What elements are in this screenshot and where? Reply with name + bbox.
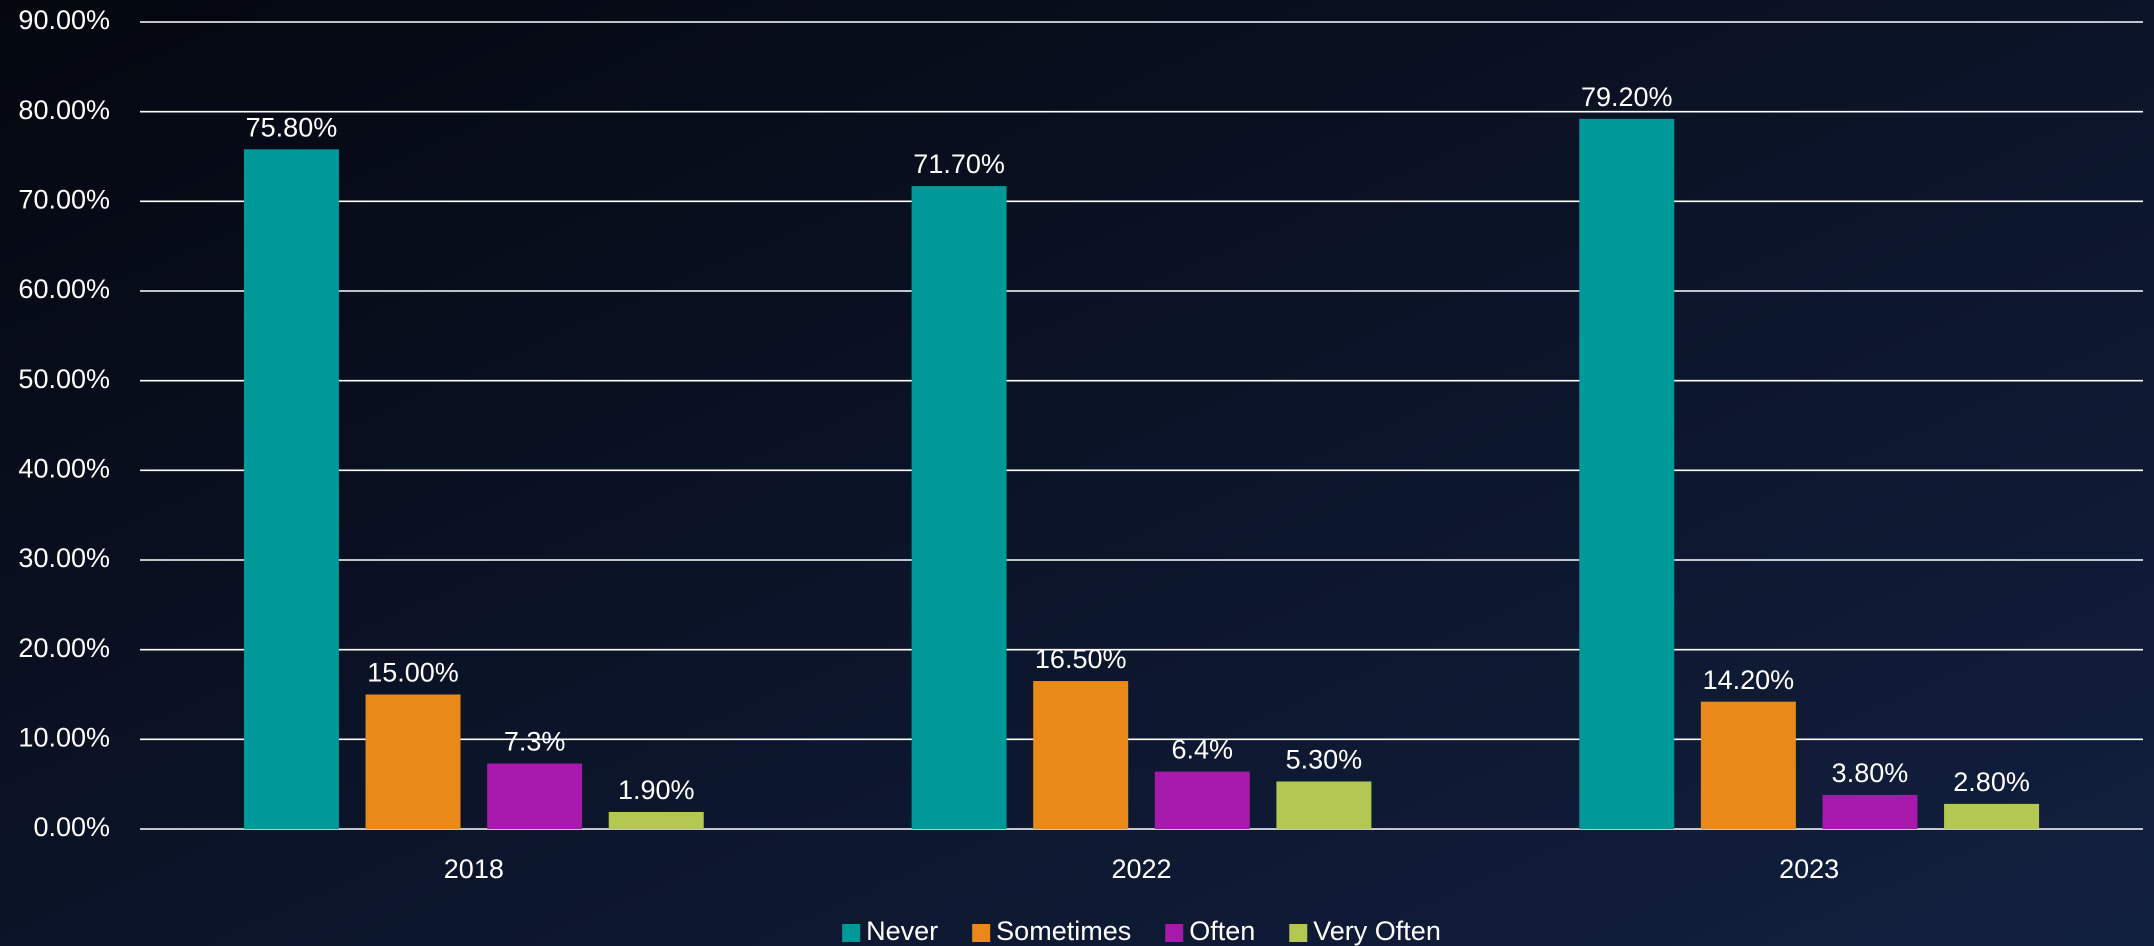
bar	[1579, 118, 1675, 830]
bar	[1033, 681, 1129, 829]
data-label: 1.90%	[618, 775, 695, 805]
x-tick-label: 2022	[1111, 854, 1171, 884]
y-tick-label: 40.00%	[18, 453, 110, 483]
bar	[487, 763, 583, 829]
bar	[1822, 794, 1918, 829]
y-tick-label: 60.00%	[18, 274, 110, 304]
data-label: 15.00%	[367, 658, 459, 688]
legend-swatch	[842, 924, 861, 942]
data-label: 6.4%	[1172, 735, 1234, 765]
y-tick-label: 0.00%	[33, 812, 110, 842]
bar	[365, 694, 461, 829]
bar	[243, 149, 339, 829]
bar	[911, 186, 1007, 830]
legend-label: Very Often	[1313, 916, 1441, 946]
y-tick-label: 30.00%	[18, 543, 110, 573]
data-label: 75.80%	[246, 112, 338, 142]
y-tick-label: 10.00%	[18, 722, 110, 752]
x-tick-label: 2023	[1779, 854, 1839, 884]
y-tick-label: 80.00%	[18, 95, 110, 125]
y-tick-label: 20.00%	[18, 633, 110, 663]
legend-label: Sometimes	[996, 916, 1131, 946]
bar	[608, 811, 704, 829]
bar	[1276, 781, 1372, 829]
data-label: 3.80%	[1832, 758, 1909, 788]
data-label: 2.80%	[1953, 767, 2030, 797]
legend-label: Often	[1189, 916, 1255, 946]
bar	[1154, 771, 1250, 829]
data-label: 16.50%	[1035, 644, 1127, 674]
bar	[1944, 803, 2040, 829]
legend-swatch	[1289, 924, 1308, 942]
y-tick-label: 70.00%	[18, 184, 110, 214]
x-tick-label: 2018	[444, 854, 504, 884]
y-tick-label: 50.00%	[18, 364, 110, 394]
legend-swatch	[972, 924, 991, 942]
data-label: 71.70%	[913, 149, 1005, 179]
data-label: 14.20%	[1703, 665, 1795, 695]
data-label: 79.20%	[1581, 82, 1673, 112]
data-label: 7.3%	[504, 727, 566, 757]
legend-label: Never	[866, 916, 938, 946]
data-label: 5.30%	[1286, 745, 1363, 775]
legend-swatch	[1165, 924, 1184, 942]
bar	[1700, 701, 1796, 829]
y-tick-label: 90.00%	[18, 5, 110, 35]
